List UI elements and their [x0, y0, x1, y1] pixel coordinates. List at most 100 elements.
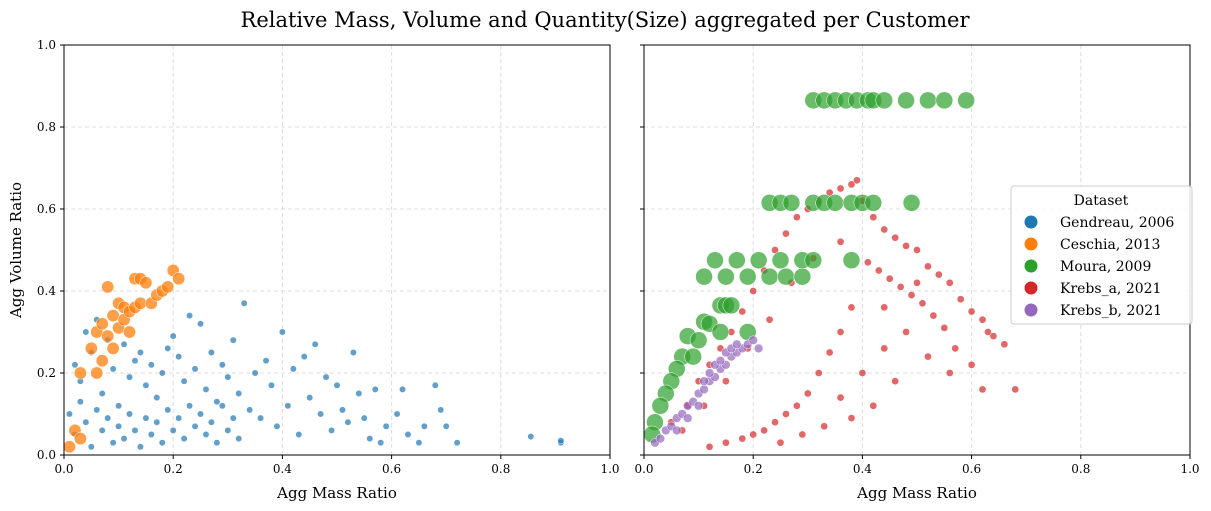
scatter-point — [754, 343, 764, 354]
scatter-point — [164, 344, 172, 352]
scatter-point — [82, 418, 90, 426]
scatter-point — [186, 402, 194, 410]
scatter-point — [935, 91, 954, 110]
scatter-point — [84, 341, 98, 355]
scatter-point — [940, 324, 949, 332]
scatter-point — [695, 267, 713, 286]
y-tick-label: 0.0 — [37, 448, 56, 462]
y-tick-label: 0.4 — [37, 284, 56, 298]
scatter-point — [229, 336, 237, 344]
scatter-point — [115, 402, 123, 410]
right-x-axis-label: Agg Mass Ratio — [856, 484, 977, 502]
left-x-axis-label: Agg Mass Ratio — [276, 484, 397, 502]
scatter-point — [262, 357, 270, 365]
scatter-point — [437, 406, 445, 414]
scatter-point — [251, 369, 259, 377]
legend-marker — [1024, 303, 1038, 317]
scatter-point — [224, 373, 232, 381]
legend-entry-label: Krebs_b, 2021 — [1060, 303, 1162, 319]
x-tick-label: 0.0 — [54, 462, 73, 476]
scatter-point — [760, 426, 768, 435]
scatter-point — [213, 398, 221, 406]
scatter-point — [711, 323, 730, 341]
scatter-point — [126, 373, 133, 381]
scatter-point — [749, 251, 768, 269]
scatter-point — [864, 258, 872, 267]
scatter-point — [836, 328, 845, 336]
scatter-point — [913, 278, 921, 287]
scatter-point — [825, 348, 834, 357]
scatter-point — [218, 361, 226, 369]
scatter-point — [268, 381, 275, 389]
scatter-point — [278, 328, 286, 336]
scatter-point — [360, 414, 368, 422]
scatter-point — [891, 233, 900, 242]
scatter-point — [853, 176, 861, 185]
scatter-point — [897, 91, 915, 110]
legend-entry-label: Ceschia, 2013 — [1060, 237, 1160, 253]
scatter-point — [235, 390, 243, 397]
scatter-point — [355, 390, 363, 397]
scatter-point — [180, 377, 188, 385]
scatter-point — [683, 413, 693, 423]
scatter-point — [728, 251, 746, 269]
scatter-point — [82, 328, 90, 336]
scatter-point — [90, 366, 104, 380]
scatter-point — [913, 246, 921, 254]
scatter-point — [169, 426, 177, 434]
scatter-point — [880, 225, 889, 234]
scatter-point — [133, 296, 147, 310]
scatter-point — [98, 426, 106, 434]
scatter-point — [919, 91, 937, 110]
scatter-point — [651, 397, 670, 415]
left-yticks: 0.0 0.2 0.4 0.6 0.8 1.0 — [37, 38, 64, 462]
scatter-point — [139, 276, 153, 290]
scatter-point — [382, 422, 390, 430]
legend-box — [1010, 185, 1193, 325]
scatter-point — [814, 369, 823, 377]
x-tick-label: 0.4 — [853, 462, 872, 476]
scatter-point — [109, 365, 117, 373]
scatter-point — [847, 303, 856, 312]
left-axes-frame — [63, 44, 611, 456]
scatter-point — [328, 426, 335, 434]
scatter-point — [704, 368, 715, 378]
legend-entry-label: Krebs_a, 2021 — [1060, 281, 1161, 297]
scatter-point — [902, 328, 910, 336]
scatter-point — [984, 328, 992, 336]
scatter-point — [738, 267, 757, 286]
legend-entry-label: Gendreau, 2006 — [1060, 215, 1174, 231]
left-scatter-points — [63, 264, 565, 454]
y-tick-label: 0.2 — [37, 366, 56, 380]
scatter-point — [131, 426, 139, 434]
left-xticks: 0.0 0.2 0.4 0.6 0.8 1.0 — [54, 455, 620, 476]
scatter-point — [776, 438, 785, 447]
scatter-point — [213, 439, 221, 447]
legend-marker — [1024, 215, 1038, 229]
scatter-point — [826, 194, 844, 212]
scatter-point — [109, 439, 117, 447]
scatter-point — [197, 410, 204, 418]
scatter-point — [246, 406, 254, 414]
scatter-point — [924, 262, 932, 271]
scatter-point — [929, 311, 938, 320]
scatter-point — [717, 267, 735, 286]
scatter-point — [738, 307, 747, 316]
x-tick-label: 0.2 — [744, 462, 763, 476]
scatter-point — [765, 315, 774, 324]
scatter-point — [804, 251, 823, 269]
scatter-point — [207, 418, 215, 426]
scatter-point — [106, 309, 120, 323]
scatter-point — [317, 410, 325, 418]
scatter-point — [967, 360, 976, 369]
scatter-point — [1000, 340, 1009, 349]
scatter-point — [693, 401, 704, 411]
scatter-point — [172, 272, 186, 286]
x-tick-label: 0.8 — [491, 462, 510, 476]
right-yticks — [640, 44, 644, 456]
left-panel: 0.0 0.2 0.4 0.6 0.8 1.0 0.0 0.2 0.4 0.6 0.8 1.0 Ag… — [7, 38, 620, 502]
scatter-point — [191, 422, 199, 430]
scatter-point — [371, 385, 379, 393]
right-panel: 0.0 0.2 0.4 0.6 0.8 1.0 Agg Mass Ratio — [634, 44, 1200, 502]
scatter-point — [798, 430, 807, 439]
